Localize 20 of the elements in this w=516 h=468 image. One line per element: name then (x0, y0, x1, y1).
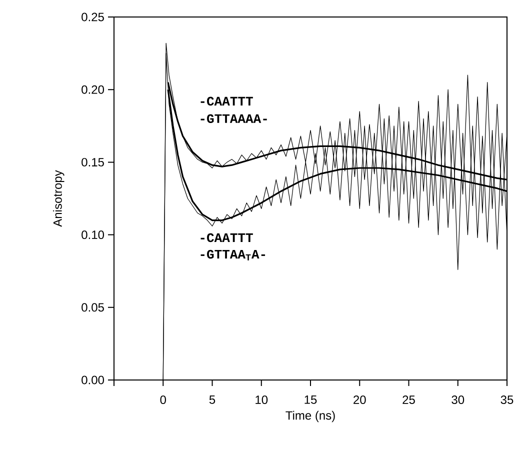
y-tick-label: 0.25 (82, 12, 104, 22)
y-tick-label: 0.05 (82, 303, 104, 312)
x-tick-label: 25 (402, 396, 415, 404)
x-tick-label: 30 (452, 396, 464, 404)
y-tick-label: 0.15 (82, 158, 104, 166)
x-tick-label: 20 (354, 396, 366, 404)
annotation: -CAATTT (200, 233, 253, 242)
y-tick-label: 0.00 (82, 376, 104, 384)
x-tick-label: 10 (256, 396, 268, 404)
x-tick-label: 0 (160, 396, 166, 404)
y-tick-label: 0.20 (82, 85, 104, 94)
x-tick-label: 15 (304, 396, 317, 404)
x-tick-label: 5 (209, 396, 216, 404)
x-axis-title: Time (ns) (286, 410, 335, 422)
annotation: -CAATTT (200, 96, 253, 106)
y-tick-label: 0.10 (82, 230, 104, 240)
annotation: -GTTAAAA- (200, 114, 267, 124)
annotation: -GTTAA$_{T}$A- (200, 250, 266, 260)
x-tick-label: 35 (500, 396, 514, 404)
y-axis-title: Anisotropy (53, 170, 64, 227)
